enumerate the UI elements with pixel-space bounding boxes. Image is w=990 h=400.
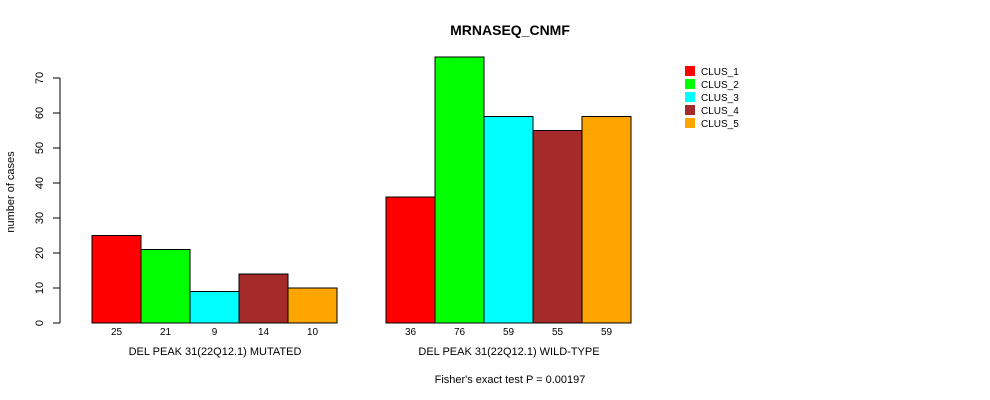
bars-layer: [91, 56, 632, 324]
bar-clus-3-group-1: [189, 291, 240, 324]
bar-value-label: 21: [160, 327, 172, 338]
legend-swatch-clus-1: [685, 66, 695, 76]
bar-clus-1-group-1: [91, 235, 142, 324]
bar-value-label: 10: [307, 327, 319, 338]
bar-clus-5-group-2: [581, 116, 632, 324]
legend-swatch-clus-2: [685, 79, 695, 89]
bar-clus-4-group-2: [532, 130, 583, 324]
y-tick-label: 50: [34, 142, 46, 154]
bar-value-label: 36: [405, 327, 417, 338]
legend-swatch-clus-5: [685, 118, 695, 128]
y-axis-label: number of cases: [5, 151, 17, 233]
chart-title: MRNASEQ_CNMF: [450, 22, 570, 38]
bar-value-label: 14: [258, 327, 270, 338]
y-axis: 0 10 20 30 40 50 60 70: [34, 72, 61, 326]
bar-value-label: 25: [111, 327, 123, 338]
bar-value-label: 9: [212, 327, 218, 338]
data-labels-layer: 25 21 9 14 10 36 76 59 55 59: [111, 327, 613, 338]
fisher-test-footnote: Fisher's exact test P = 0.00197: [435, 374, 586, 386]
bar-value-label: 55: [552, 327, 564, 338]
legend-label: CLUS_1: [701, 67, 739, 78]
legend-label: CLUS_2: [701, 80, 739, 91]
y-tick-label: 20: [34, 247, 46, 259]
bar-value-label: 76: [454, 327, 466, 338]
legend: CLUS_1 CLUS_2 CLUS_3 CLUS_4 CLUS_5: [685, 66, 739, 130]
y-tick-label: 40: [34, 177, 46, 189]
y-tick-label: 0: [34, 320, 46, 326]
legend-swatch-clus-4: [685, 105, 695, 115]
bar-clus-4-group-1: [238, 273, 289, 324]
group-label-mutated: DEL PEAK 31(22Q12.1) MUTATED: [129, 346, 302, 358]
bar-value-label: 59: [601, 327, 613, 338]
legend-label: CLUS_3: [701, 93, 739, 104]
bar-clus-2-group-1: [140, 249, 191, 324]
legend-label: CLUS_4: [701, 106, 739, 117]
bar-value-label: 59: [503, 327, 515, 338]
y-tick-label: 60: [34, 107, 46, 119]
legend-swatch-clus-3: [685, 92, 695, 102]
bar-clus-5-group-1: [287, 287, 338, 324]
bar-clus-2-group-2: [434, 56, 485, 324]
y-tick-label: 10: [34, 282, 46, 294]
y-tick-label: 30: [34, 212, 46, 224]
bar-clus-1-group-2: [385, 196, 436, 324]
group-label-wild-type: DEL PEAK 31(22Q12.1) WILD-TYPE: [418, 346, 599, 358]
y-tick-label: 70: [34, 72, 46, 84]
legend-label: CLUS_5: [701, 119, 739, 130]
bar-clus-3-group-2: [483, 116, 534, 324]
